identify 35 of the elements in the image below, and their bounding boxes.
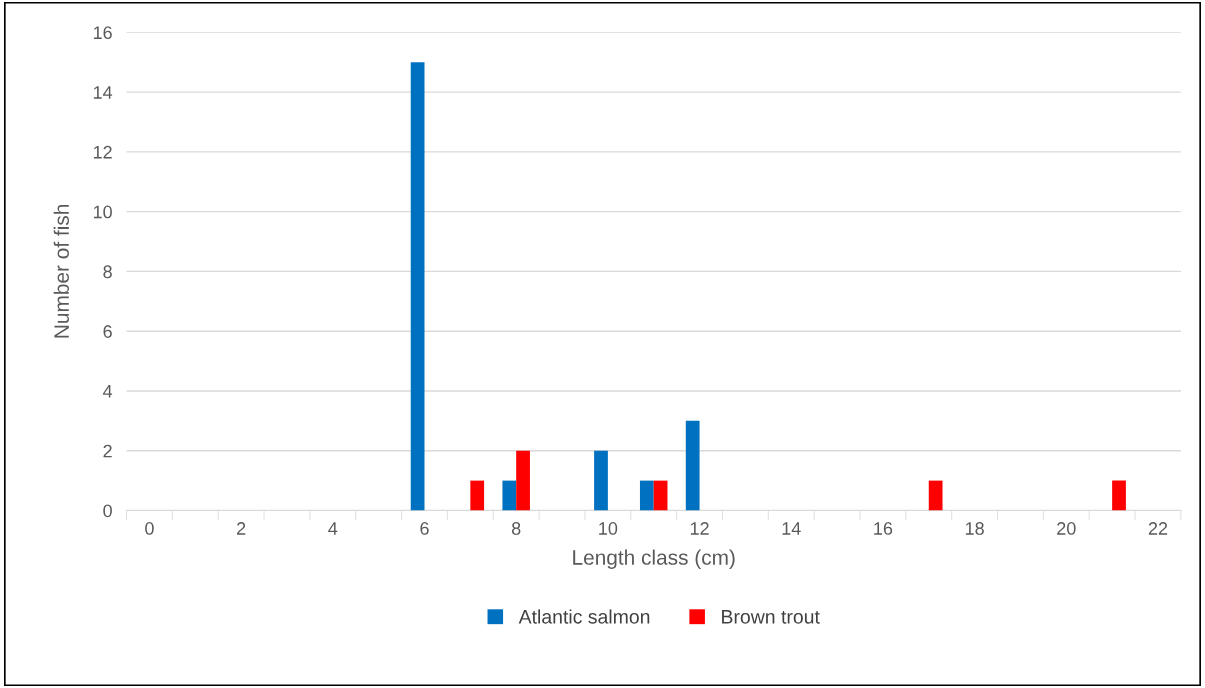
bar	[470, 480, 485, 511]
y-tick-label: 10	[93, 205, 112, 219]
x-tick-label: 0	[145, 522, 154, 535]
bar	[410, 62, 425, 511]
x-tick-label: 4	[328, 522, 338, 535]
legend-label: Brown trout	[722, 610, 820, 624]
x-tick-label: 14	[782, 522, 801, 535]
bar	[653, 480, 668, 511]
x-tick-label: 2	[237, 522, 246, 535]
x-tick-label: 22	[1148, 522, 1168, 535]
x-tick-label: 12	[690, 522, 709, 535]
x-tick-label: 20	[1057, 522, 1076, 535]
y-tick-label: 8	[103, 265, 112, 279]
y-axis-title: Number of fish	[53, 205, 69, 338]
x-tick-label: 16	[874, 522, 893, 535]
y-tick-label: 12	[93, 145, 112, 159]
x-axis-title: Length class (cm)	[573, 549, 735, 569]
y-tick-label: 14	[93, 86, 113, 99]
x-tick-label: 6	[420, 522, 429, 535]
y-tick-label: 6	[103, 325, 112, 338]
y-tick-label: 0	[103, 504, 112, 518]
bar	[502, 480, 517, 511]
bar	[928, 480, 943, 511]
y-tick-label: 2	[103, 444, 112, 458]
bar	[594, 450, 608, 511]
y-tick-label: 4	[103, 385, 113, 398]
legend-label: Atlantic salmon	[518, 609, 650, 624]
x-tick-label: 8	[511, 522, 521, 535]
y-tick-label: 16	[93, 26, 112, 40]
bar	[685, 420, 700, 511]
x-tick-label: 10	[599, 522, 618, 535]
bar	[516, 450, 530, 511]
bar	[1112, 480, 1126, 511]
x-tick-label: 18	[965, 522, 984, 535]
bar	[639, 480, 654, 511]
